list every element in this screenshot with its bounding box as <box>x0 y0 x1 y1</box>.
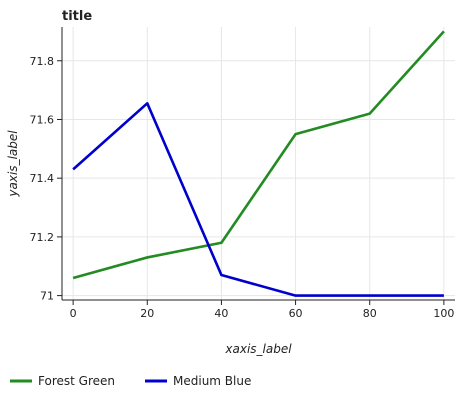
y-tick-label: 71.4 <box>30 172 55 185</box>
x-tick-label: 20 <box>140 307 154 320</box>
x-tick-label: 100 <box>433 307 454 320</box>
legend-label: Medium Blue <box>173 374 251 388</box>
y-axis-label: yaxis_label <box>6 130 20 198</box>
x-axis-label: xaxis_label <box>224 342 292 356</box>
legend-label: Forest Green <box>38 374 115 388</box>
legend: Forest Green Medium Blue <box>10 374 251 388</box>
x-tick-label: 60 <box>289 307 303 320</box>
y-tick-label: 71 <box>40 290 54 303</box>
series <box>72 30 445 297</box>
x-tick-label: 40 <box>214 307 228 320</box>
y-tick-label: 71.2 <box>30 231 55 244</box>
series-line-medium-blue <box>72 102 444 297</box>
x-tick-label: 0 <box>70 307 77 320</box>
y-tick-label: 71.6 <box>30 113 55 126</box>
series-line-forest-green <box>72 30 445 280</box>
chart-title: title <box>62 9 92 24</box>
x-tick-label: 80 <box>363 307 377 320</box>
grid <box>62 27 455 300</box>
y-tick-label: 71.8 <box>30 55 55 68</box>
axes: 0 20 40 60 80 100 71 71.2 71.4 71.6 71.8 <box>30 27 455 320</box>
